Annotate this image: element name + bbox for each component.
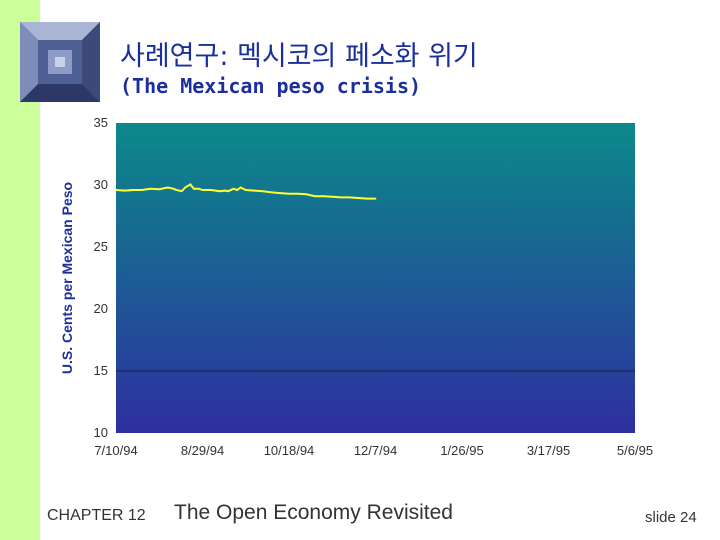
data-point bbox=[262, 190, 264, 193]
x-tick-label: 3/17/95 bbox=[527, 443, 570, 458]
data-point bbox=[218, 190, 221, 193]
footer-chapter: CHAPTER 12 bbox=[47, 507, 146, 524]
data-point bbox=[172, 187, 174, 190]
x-tick-label: 8/29/94 bbox=[181, 443, 224, 458]
footer-title: The Open Economy Revisited bbox=[174, 501, 453, 524]
plot-area bbox=[116, 123, 635, 433]
x-tick-label: 7/10/94 bbox=[94, 443, 137, 458]
data-point bbox=[314, 195, 316, 198]
data-point bbox=[365, 197, 368, 200]
data-point bbox=[224, 189, 226, 192]
data-point bbox=[175, 189, 178, 191]
data-point bbox=[149, 187, 152, 190]
y-tick-label: 25 bbox=[94, 239, 108, 254]
x-tick-label: 1/26/95 bbox=[440, 443, 483, 458]
data-point bbox=[163, 187, 166, 189]
y-axis-ticks: 35 30 25 20 15 10 bbox=[94, 115, 108, 440]
data-point bbox=[253, 189, 256, 192]
chapter-logo-icon bbox=[20, 22, 100, 102]
data-point bbox=[348, 196, 351, 199]
x-tick-label: 5/6/95 bbox=[617, 443, 653, 458]
x-tick-label: 10/18/94 bbox=[264, 443, 315, 458]
data-point bbox=[201, 189, 204, 191]
x-axis-ticks: 7/10/94 8/29/94 10/18/94 12/7/94 1/26/95 3/17… bbox=[94, 443, 653, 458]
data-point bbox=[279, 192, 282, 194]
y-tick-label: 30 bbox=[94, 177, 108, 192]
data-point bbox=[115, 189, 117, 191]
data-point bbox=[357, 197, 360, 199]
data-point bbox=[167, 186, 169, 189]
peso-exchange-rate-chart: 35 30 25 20 15 10 7/10/94 8/29/94 10/18/94 12/7/… bbox=[59, 115, 653, 458]
data-point bbox=[270, 191, 273, 194]
data-point bbox=[198, 187, 200, 190]
y-tick-label: 10 bbox=[94, 425, 108, 440]
data-point bbox=[296, 192, 299, 195]
data-point bbox=[322, 195, 325, 198]
data-point bbox=[192, 187, 195, 190]
data-point bbox=[158, 188, 161, 191]
data-point bbox=[132, 189, 135, 191]
data-point bbox=[180, 190, 183, 193]
data-point bbox=[227, 190, 230, 193]
x-tick-label: 12/7/94 bbox=[354, 443, 397, 458]
data-points bbox=[115, 183, 377, 200]
y-axis-label: U.S. Cents per Mexican Peso bbox=[59, 182, 75, 374]
data-point bbox=[184, 186, 187, 189]
data-point bbox=[305, 193, 308, 196]
y-tick-label: 15 bbox=[94, 363, 108, 378]
data-point bbox=[232, 187, 235, 190]
y-tick-label: 20 bbox=[94, 301, 108, 316]
data-point bbox=[236, 189, 239, 191]
data-point bbox=[239, 186, 242, 189]
data-point bbox=[141, 189, 143, 191]
slide-title: 사례연구: 멕시코의 페소화 위기 bbox=[120, 41, 478, 72]
footer-slide-number: slide 24 bbox=[645, 509, 697, 526]
data-point bbox=[288, 192, 290, 195]
data-point bbox=[374, 197, 377, 200]
slide-subtitle: (The Mexican peso crisis) bbox=[120, 74, 422, 98]
y-tick-label: 35 bbox=[94, 115, 108, 130]
data-point bbox=[123, 189, 126, 192]
data-point bbox=[244, 189, 247, 191]
data-point bbox=[189, 183, 192, 186]
data-point bbox=[331, 195, 334, 198]
data-point bbox=[210, 189, 213, 191]
data-point bbox=[340, 196, 342, 199]
